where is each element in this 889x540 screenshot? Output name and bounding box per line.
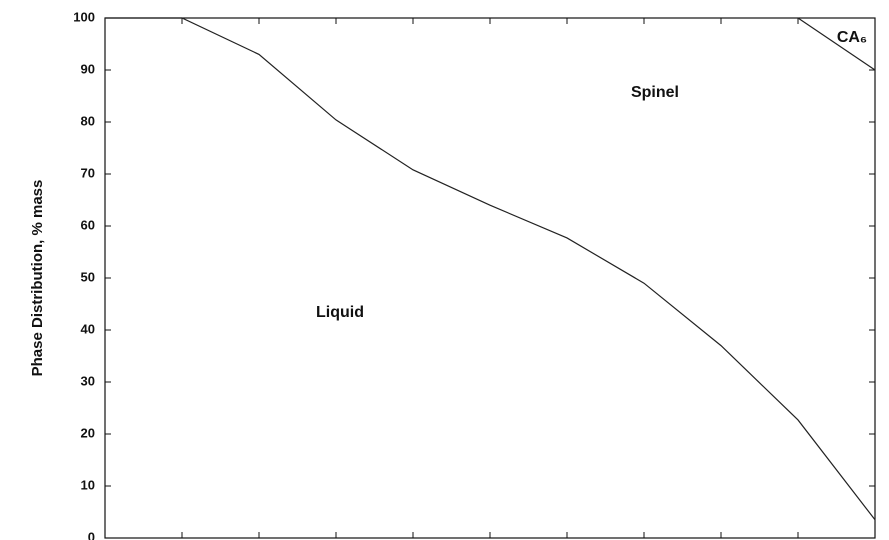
y-tick-label: 70: [81, 165, 95, 180]
y-tick-label: 80: [81, 113, 95, 128]
y-tick-label: 0: [88, 529, 95, 540]
y-tick-label: 40: [81, 321, 95, 336]
plot-frame: [104, 17, 876, 539]
y-tick-label: 30: [81, 373, 95, 388]
y-tick-label: 20: [81, 425, 95, 440]
region-label: Spinel: [631, 84, 679, 101]
y-axis-label: Phase Distribution, % mass: [29, 180, 46, 377]
y-tick-label: 10: [81, 477, 95, 492]
phase-boundary: [797, 17, 876, 71]
region-label: CA₆: [837, 29, 867, 46]
y-tick-label: 60: [81, 217, 95, 232]
y-tick-label: 50: [81, 269, 95, 284]
region-label: Liquid: [316, 304, 364, 321]
y-tick-label: 100: [73, 9, 95, 24]
y-tick-label: 90: [81, 61, 95, 76]
phase-boundary: [105, 17, 876, 521]
